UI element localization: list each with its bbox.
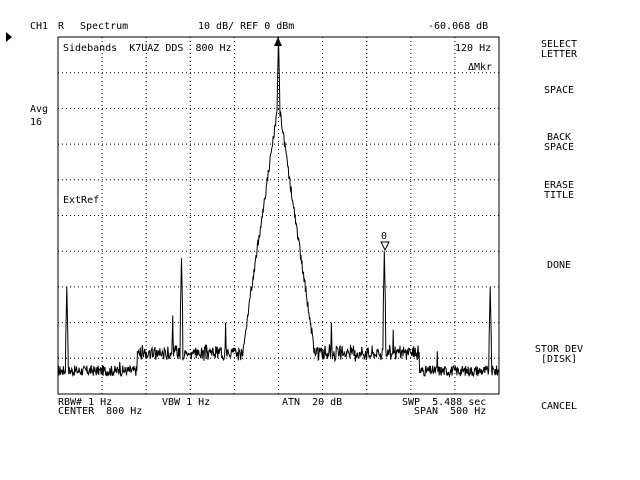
graticule-border <box>57 36 500 395</box>
center-readout: CENTER 800 Hz <box>58 406 143 417</box>
marker-freq: 120 Hz <box>455 43 492 54</box>
ref-marker-icon <box>274 37 282 46</box>
delta-marker-label: 0 <box>381 231 388 242</box>
marker-mode: ΔMkr <box>468 62 493 73</box>
measurement-label: Spectrum <box>80 21 129 32</box>
softkey-select-letter[interactable]: SELECT LETTER <box>540 39 578 60</box>
avg-label: Avg <box>30 104 49 115</box>
atn-readout: ATN 20 dB <box>282 397 343 408</box>
softkey-back-space[interactable]: BACK SPACE <box>543 132 575 153</box>
vbw-readout: VBW 1 Hz <box>162 397 211 408</box>
softkey-erase-title[interactable]: ERASE TITLE <box>543 180 575 201</box>
softkey-done[interactable]: DONE <box>546 260 572 271</box>
sweep-readout: SWP 5.488 sec <box>402 397 487 408</box>
span-readout: SPAN 500 Hz <box>414 406 487 417</box>
softkey-cancel[interactable]: CANCEL <box>540 401 578 412</box>
channel-mode: R <box>58 21 65 32</box>
delta-marker-icon <box>380 241 390 252</box>
graticule <box>58 37 499 394</box>
ext-ref-label: ExtRef <box>63 195 100 206</box>
avg-count: 16 <box>30 117 43 128</box>
softkey-space[interactable]: SPACE <box>543 85 575 96</box>
ref-level-arrow-icon <box>6 32 12 42</box>
scale-readout: 10 dB/ REF 0 dBm <box>198 21 295 32</box>
marker-readout: -60.068 dB <box>428 21 489 32</box>
channel-label: CH1 <box>30 21 49 32</box>
rbw-readout: RBW# 1 Hz <box>58 397 113 408</box>
display-title: Sidebands K7UAZ DDS 800 Hz <box>63 43 232 54</box>
softkey-stor-dev[interactable]: STOR DEV [DISK] <box>534 344 584 365</box>
